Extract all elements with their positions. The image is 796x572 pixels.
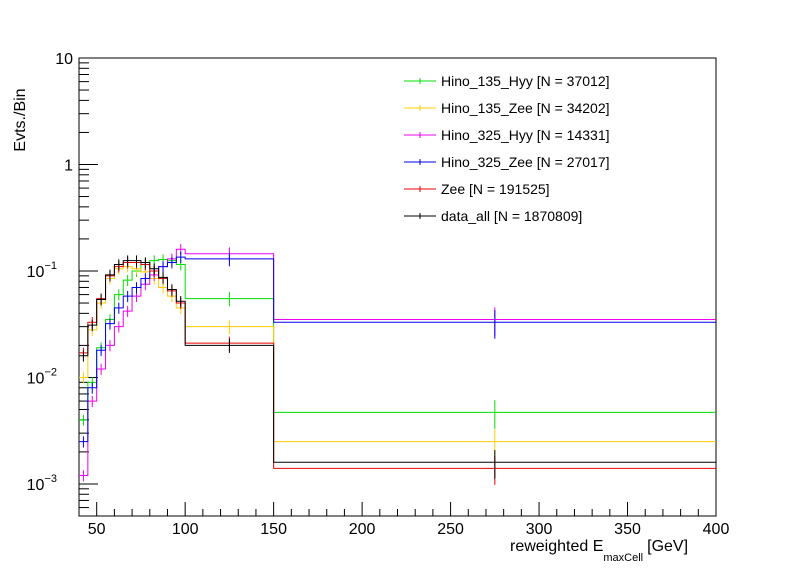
- legend-label: Hino_135_Zee [N = 34202]: [441, 100, 610, 116]
- series-2: [79, 243, 716, 482]
- plot-frame: [78, 57, 717, 517]
- series-line: [79, 260, 716, 463]
- y-tick-label: 1: [64, 157, 73, 174]
- y-tick-label: 10−3: [27, 473, 57, 494]
- legend-item: Hino_325_Hyy [N = 14331]: [404, 127, 610, 143]
- y-tick-label: 10−1: [27, 260, 57, 281]
- x-axis-label-unit: [GeV]: [647, 538, 688, 555]
- legend-label: Zee [N = 191525]: [441, 181, 550, 197]
- y-axis-label: Evts./Bin: [12, 88, 29, 151]
- legend-label: Hino_325_Hyy [N = 14331]: [441, 127, 610, 143]
- series-layer: [79, 243, 716, 485]
- x-tick-label: 300: [526, 521, 553, 538]
- legend-item: Hino_135_Hyy [N = 37012]: [404, 73, 610, 89]
- x-tick-label: 50: [88, 521, 106, 538]
- legend-item: data_all [N = 1870809]: [404, 208, 582, 224]
- legend-label: Hino_325_Zee [N = 27017]: [441, 154, 610, 170]
- y-tick-label: 10−2: [27, 366, 57, 387]
- x-tick-label: 350: [614, 521, 641, 538]
- x-axis-label-main: reweighted E: [510, 538, 603, 555]
- series-line: [79, 259, 716, 421]
- legend-item: Zee [N = 191525]: [404, 181, 550, 197]
- series-line: [79, 266, 716, 443]
- series-line: [79, 256, 716, 443]
- legend: Hino_135_Hyy [N = 37012] Hino_135_Zee [N …: [404, 73, 610, 224]
- x-tick-label: 100: [172, 521, 199, 538]
- x-tick-label: 150: [260, 521, 287, 538]
- series-4: [79, 257, 716, 485]
- series-3: [79, 251, 716, 448]
- legend-label: Hino_135_Hyy [N = 37012]: [441, 73, 610, 89]
- y-tick-label: 10: [55, 51, 73, 68]
- x-axis-label-sub: maxCell: [603, 552, 643, 564]
- legend-label: data_all [N = 1870809]: [441, 208, 582, 224]
- legend-item: Hino_135_Zee [N = 34202]: [404, 100, 610, 116]
- x-tick-label: 200: [349, 521, 376, 538]
- series-0: [79, 254, 716, 429]
- x-axis-ticks: 50 100 150 200 250 300 350 400: [78, 502, 730, 538]
- x-axis-label: reweighted EmaxCell [GeV]: [510, 538, 688, 564]
- x-tick-label: 400: [703, 521, 730, 538]
- x-tick-label: 250: [437, 521, 464, 538]
- legend-item: Hino_325_Zee [N = 27017]: [404, 154, 610, 170]
- y-axis-ticks: 10−3 10−2 10−1 1 10: [27, 51, 98, 517]
- series-5: [79, 255, 716, 479]
- series-line: [79, 262, 716, 469]
